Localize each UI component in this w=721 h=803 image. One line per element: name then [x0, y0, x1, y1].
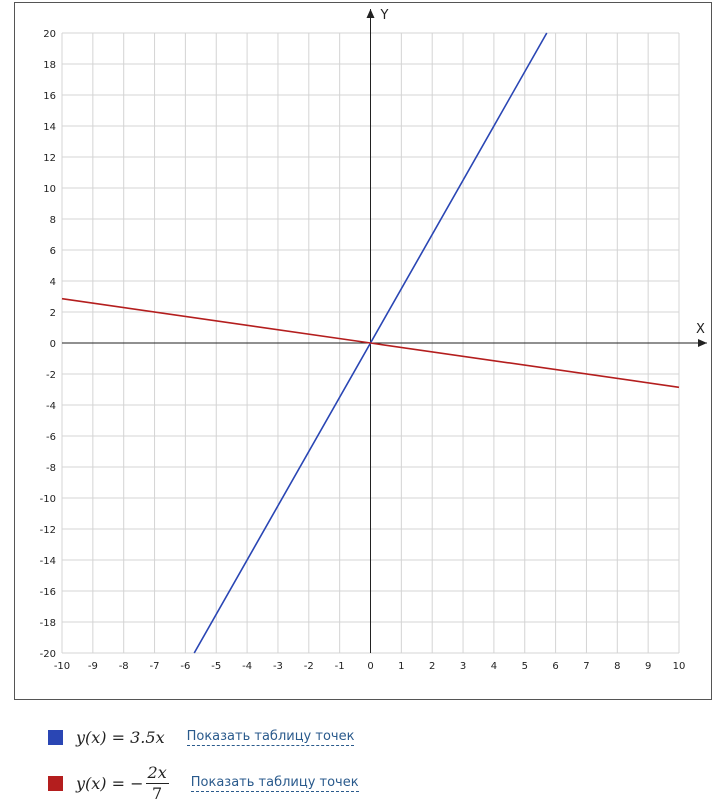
axes — [62, 9, 707, 653]
y-tick-label: 14 — [43, 122, 56, 133]
y-tick-label: -6 — [46, 432, 56, 443]
y-tick-label: -10 — [40, 494, 56, 505]
x-tick-label: 4 — [491, 661, 497, 672]
x-tick-label: 0 — [367, 661, 373, 672]
x-tick-label: -1 — [335, 661, 345, 672]
x-tick-label: 6 — [552, 661, 558, 672]
x-tick-label: -3 — [273, 661, 283, 672]
legend-formula-2-fraction: 2x 7 — [145, 763, 169, 803]
chart-plot: -10 -9 -8 -7 -6 -5 -4 -3 -2 -1 0 1 2 3 4 5 6 7 8 9 10-20-18-… — [40, 8, 707, 672]
legend-swatch-blue — [48, 730, 63, 745]
series-lines — [61, 32, 680, 654]
legend-formula-2: y(x) = − 2x 7 — [76, 765, 169, 802]
x-tick-label: -6 — [180, 661, 190, 672]
y-tick-label: 4 — [50, 277, 56, 288]
y-tick-label: 20 — [43, 29, 56, 40]
x-tick-label: -5 — [211, 661, 221, 672]
y-tick-label: 18 — [43, 60, 56, 71]
legend-swatch-red — [48, 776, 63, 791]
y-tick-label: 2 — [50, 308, 56, 319]
x-axis-label: X — [696, 322, 705, 337]
x-tick-label: -4 — [242, 661, 252, 672]
y-tick-label: 10 — [43, 184, 56, 195]
y-tick-label: 16 — [43, 91, 56, 102]
x-tick-label: -9 — [88, 661, 98, 672]
y-tick-label: 8 — [50, 215, 56, 226]
y-tick-label: -4 — [46, 401, 56, 412]
chart-frame: -10 -9 -8 -7 -6 -5 -4 -3 -2 -1 0 1 2 3 4 5 6 7 8 9 10 -20 -18-… — [14, 2, 712, 700]
y-tick-label: 12 — [43, 153, 56, 164]
fraction-numerator: 2x — [145, 763, 169, 784]
x-tick-label: 2 — [429, 661, 435, 672]
x-tick-label: 10 — [673, 661, 686, 672]
y-tick-label: -8 — [46, 463, 56, 474]
legend-item-1: y(x) = 3.5x Показать таблицу точек — [48, 728, 355, 747]
y-tick-label: -20 — [40, 649, 56, 660]
x-tick-label: 1 — [398, 661, 404, 672]
series-line-2 — [61, 297, 680, 389]
x-tick-label: 9 — [645, 661, 651, 672]
x-tick-label: 3 — [460, 661, 466, 672]
tick-labels: -10 -9 -8 -7 -6 -5 -4 -3 -2 -1 0 1 2 3 4 5 6 7 8 9 10-20-18-… — [40, 29, 686, 672]
x-tick-label: -8 — [119, 661, 129, 672]
y-tick-label: -12 — [40, 525, 56, 536]
y-tick-label: -2 — [46, 370, 56, 381]
x-tick-label: -10 — [54, 661, 70, 672]
x-tick-label: 8 — [614, 661, 620, 672]
y-tick-label: -18 — [40, 618, 56, 629]
y-tick-label: 0 — [50, 339, 56, 350]
legend-formula-1: y(x) = 3.5x — [76, 728, 165, 747]
y-tick-label: 6 — [50, 246, 56, 257]
y-tick-label: -16 — [40, 587, 56, 598]
x-tick-label: 5 — [522, 661, 528, 672]
y-axis-label: Y — [380, 8, 389, 23]
y-axis-arrow — [366, 9, 375, 18]
x-tick-label: 7 — [583, 661, 589, 672]
legend-item-2: y(x) = − 2x 7 Показать таблицу точек — [48, 765, 359, 802]
x-tick-label: -2 — [304, 661, 314, 672]
show-points-table-link-1[interactable]: Показать таблицу точек — [186, 729, 355, 746]
fraction-denominator: 7 — [152, 784, 163, 803]
x-tick-label: -7 — [150, 661, 160, 672]
show-points-table-link-2[interactable]: Показать таблицу точек — [190, 775, 359, 792]
legend-formula-2-lhs: y(x) = − — [76, 774, 144, 793]
y-tick-label: -14 — [40, 556, 56, 567]
x-axis-arrow — [698, 339, 707, 347]
